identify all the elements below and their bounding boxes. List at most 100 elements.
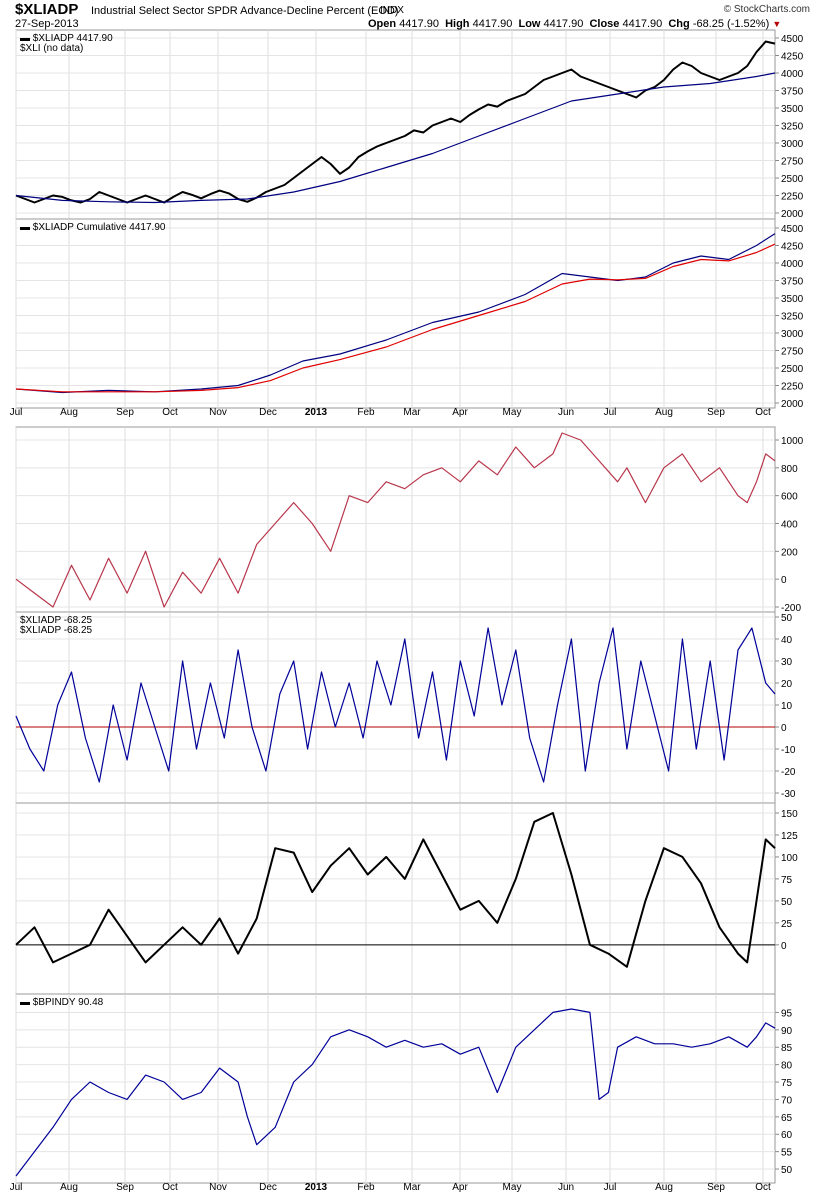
- x-tick-label: Jun: [558, 1182, 574, 1193]
- y-tick-label: 0: [781, 723, 787, 734]
- x-tick-label: Jul: [604, 407, 617, 418]
- x-tick-label: Oct: [162, 407, 178, 418]
- y-tick-label: 75: [781, 1078, 793, 1089]
- x-tick-label: Dec: [259, 407, 277, 418]
- y-tick-label: 125: [781, 831, 798, 842]
- y-tick-label: 0: [781, 575, 787, 586]
- y-tick-label: 600: [781, 492, 798, 503]
- y-tick-label: 800: [781, 464, 798, 475]
- y-tick-label: 3500: [781, 104, 804, 115]
- x-tick-label: Sep: [707, 1182, 725, 1193]
- y-tick-label: 4000: [781, 69, 804, 80]
- series-line: [15, 432, 776, 608]
- y-tick-label: 70: [781, 1095, 793, 1106]
- x-tick-label: Sep: [116, 407, 134, 418]
- x-tick-label: Feb: [357, 407, 375, 418]
- chg-label: Chg: [668, 18, 690, 30]
- x-tick-label: Jul: [604, 1182, 617, 1193]
- x-tick-label: Sep: [707, 407, 725, 418]
- high-value: 4417.90: [472, 18, 513, 30]
- y-tick-label: 0: [781, 941, 787, 952]
- y-tick-label: 2000: [781, 209, 804, 220]
- y-tick-label: 75: [781, 875, 793, 886]
- y-tick-label: 3250: [781, 122, 804, 133]
- x-tick-label: Oct: [755, 1182, 771, 1193]
- y-tick-label: 3750: [781, 87, 804, 98]
- y-tick-label: 3750: [781, 277, 804, 288]
- x-tick-label: Aug: [655, 1182, 673, 1193]
- x-tick-label: Nov: [209, 407, 227, 418]
- x-tick-label: Mar: [403, 1182, 421, 1193]
- y-tick-label: 2500: [781, 364, 804, 375]
- series-line: [15, 812, 776, 968]
- y-tick-label: 25: [781, 919, 793, 930]
- x-tick-label: 2013: [305, 1182, 328, 1193]
- x-tick-label: Dec: [259, 1182, 277, 1193]
- y-tick-label: -20: [781, 767, 796, 778]
- chart-symbol: $XLIADP: [15, 1, 79, 18]
- y-tick-label: 2750: [781, 347, 804, 358]
- legend-entry: ▬ $XLIADP Cumulative 4417.90: [20, 222, 166, 233]
- open-label: Open: [368, 18, 397, 30]
- low-value: 4417.90: [543, 18, 584, 30]
- y-tick-label: 60: [781, 1130, 793, 1141]
- y-tick-label: 3000: [781, 139, 804, 150]
- series-line: [15, 233, 776, 394]
- panel-frame: [15, 993, 776, 1184]
- x-tick-label: Aug: [60, 1182, 78, 1193]
- legend-entry: $XLIADP -68.25: [20, 615, 93, 626]
- series-line: [15, 243, 776, 393]
- legend-entry: ▬ $XLIADP 4417.90: [20, 33, 113, 44]
- y-tick-label: 50: [781, 613, 793, 624]
- y-tick-label: -30: [781, 789, 796, 800]
- panel-frame: [15, 611, 776, 804]
- y-tick-label: 85: [781, 1043, 793, 1054]
- y-tick-label: 4500: [781, 34, 804, 45]
- legend-entry: $XLI (no data): [20, 43, 83, 54]
- x-tick-label: May: [503, 1182, 522, 1193]
- y-tick-label: 2750: [781, 157, 804, 168]
- y-tick-label: 1000: [781, 436, 804, 447]
- y-tick-label: 400: [781, 520, 798, 531]
- y-tick-label: 4250: [781, 242, 804, 253]
- x-tick-label: Apr: [452, 407, 468, 418]
- y-tick-label: 4250: [781, 52, 804, 63]
- legend-entry: ▬ $BPINDY 90.48: [20, 997, 104, 1008]
- x-tick-label: 2013: [305, 407, 328, 418]
- open-value: 4417.90: [399, 18, 439, 30]
- panel-frame: [15, 802, 776, 995]
- panel-frame: [15, 29, 776, 220]
- x-tick-label: Jul: [10, 407, 23, 418]
- x-tick-label: Aug: [60, 407, 78, 418]
- x-tick-label: Jul: [10, 1182, 23, 1193]
- x-tick-label: Apr: [452, 1182, 468, 1193]
- copyright: © StockCharts.com: [723, 4, 810, 15]
- y-tick-label: 2000: [781, 399, 804, 410]
- x-tick-label: Oct: [755, 407, 771, 418]
- low-label: Low: [518, 18, 541, 30]
- y-tick-label: -200: [781, 603, 801, 614]
- y-tick-label: 40: [781, 635, 793, 646]
- chart-description: Industrial Select Sector SPDR Advance-De…: [91, 5, 399, 17]
- down-triangle-icon: ▼: [772, 19, 782, 29]
- legend-entry: $XLIADP -68.25: [20, 625, 93, 636]
- ohlc-readout: Open 4417.90 High 4417.90 Low 4417.90 Cl…: [368, 18, 781, 30]
- close-label: Close: [589, 18, 620, 30]
- y-tick-label: 2500: [781, 174, 804, 185]
- y-tick-label: 30: [781, 657, 793, 668]
- panel-frame: [15, 218, 776, 409]
- x-tick-label: Feb: [357, 1182, 375, 1193]
- y-tick-label: 200: [781, 547, 798, 558]
- y-tick-label: -10: [781, 745, 796, 756]
- y-tick-label: 95: [781, 1008, 793, 1019]
- x-tick-label: Nov: [209, 1182, 227, 1193]
- y-tick-label: 4500: [781, 224, 804, 235]
- series-line: [15, 627, 776, 783]
- y-tick-label: 4000: [781, 259, 804, 270]
- panel-frame: [15, 426, 776, 613]
- y-tick-label: 2250: [781, 382, 804, 393]
- chg-value: -68.25 (-1.52%): [692, 18, 770, 30]
- series-line: [15, 72, 776, 204]
- high-label: High: [445, 18, 470, 30]
